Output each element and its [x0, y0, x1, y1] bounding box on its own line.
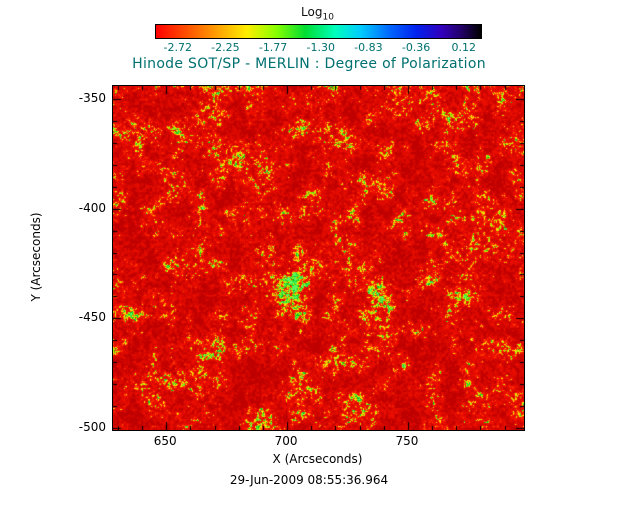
colorbar-tick-label: -0.83: [354, 41, 383, 54]
colorbar-tick-label: -0.36: [401, 41, 431, 54]
colorbar-label-text: Log: [301, 5, 323, 19]
x-axis-label: X (Arcseconds): [272, 452, 363, 466]
colorbar-tick-label: 0.12: [451, 41, 477, 54]
timestamp: 29-Jun-2009 08:55:36.964: [229, 473, 389, 487]
y-tick-label: -350: [78, 91, 106, 106]
colorbar-gradient: [156, 25, 481, 38]
x-tick-label: 700: [274, 434, 298, 448]
colorbar-label: Log10: [155, 5, 480, 22]
colorbar-tick-label: -1.30: [306, 41, 335, 54]
colorbar-tick-label: -2.25: [211, 41, 240, 54]
x-tick-label: 650: [153, 434, 177, 448]
plot-title: Hinode SOT/SP - MERLIN : Degree of Polar…: [132, 56, 486, 72]
y-axis-ticks: -350 -400 -450 -500: [60, 85, 106, 434]
colorbar-tick-label: -1.77: [258, 41, 288, 54]
colorbar: [155, 24, 482, 39]
x-axis-ticks: 650 700 750: [112, 434, 523, 448]
y-tick-label: -400: [78, 200, 106, 215]
y-tick-label: -500: [78, 419, 106, 434]
plot-area: [112, 85, 525, 431]
colorbar-tick-label: -2.72: [163, 41, 192, 54]
colorbar-label-subscript: 10: [322, 12, 334, 23]
y-tick-label: -450: [78, 310, 106, 325]
polarization-image: [113, 86, 524, 430]
x-tick-label: 750: [395, 434, 419, 448]
y-axis-label: Y (Arcseconds): [29, 212, 43, 302]
colorbar-ticks: -2.72 -2.25 -1.77 -1.30 -0.83 -0.36 0.12: [155, 41, 480, 55]
